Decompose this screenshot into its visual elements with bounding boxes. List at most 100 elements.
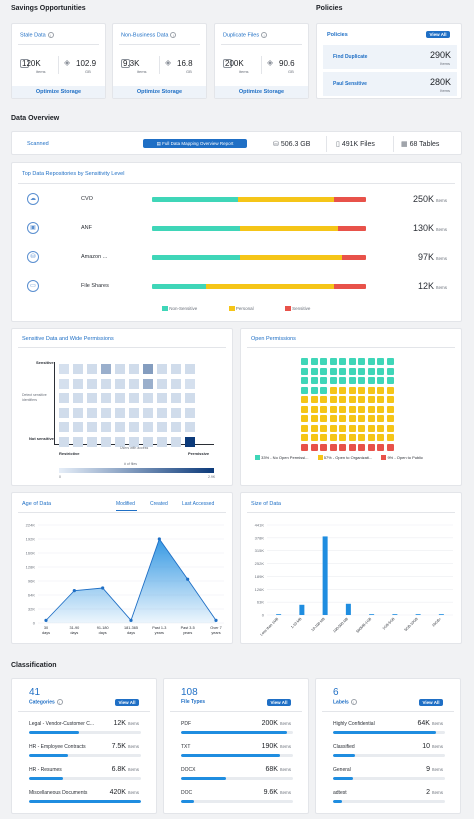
classification-item-label[interactable]: Miscellaneous Documents — [29, 790, 88, 796]
policy-row[interactable]: Paul Sensitive 280K Items — [323, 72, 457, 96]
heatmap-cell[interactable] — [185, 422, 195, 432]
classification-item-label[interactable]: HR - Employee Contracts — [29, 744, 86, 750]
repository-name[interactable]: File Shares — [81, 283, 109, 289]
heatmap-cell[interactable] — [143, 378, 153, 389]
classification-item-label[interactable]: adtest — [333, 790, 347, 796]
heatmap-cell[interactable] — [101, 364, 111, 374]
age-point[interactable] — [101, 586, 105, 590]
heatmap-cell[interactable] — [157, 378, 167, 389]
heatmap-cell[interactable] — [87, 407, 97, 418]
heatmap-cell[interactable] — [143, 407, 153, 418]
classification-item-label[interactable]: PDF — [181, 721, 191, 727]
classification-item-label[interactable]: DOCX — [181, 767, 196, 773]
heatmap-cell[interactable] — [143, 393, 153, 403]
heatmap-cell[interactable] — [87, 393, 97, 403]
heatmap-cell[interactable] — [87, 378, 97, 389]
heatmap-cell[interactable] — [129, 378, 139, 389]
optimize-storage-button[interactable]: Optimize Storage — [12, 86, 105, 98]
heatmap-cell[interactable] — [129, 436, 139, 447]
size-bar[interactable] — [299, 604, 305, 615]
heatmap-cell[interactable] — [129, 422, 139, 432]
age-point[interactable] — [214, 618, 218, 622]
heatmap-cell[interactable] — [157, 364, 167, 374]
policy-row[interactable]: Find Duplicate 290K Items — [323, 45, 457, 69]
classification-item-label[interactable]: Highly Confidential — [333, 721, 375, 727]
tab-last-accessed[interactable]: Last Accessed — [182, 501, 215, 507]
age-point[interactable] — [129, 618, 133, 622]
heatmap-cell[interactable] — [143, 364, 153, 374]
heatmap-cell[interactable] — [59, 364, 69, 374]
classification-item-label[interactable]: TXT — [181, 744, 191, 750]
heatmap-cell[interactable] — [73, 378, 83, 389]
heatmap-cell[interactable] — [143, 436, 153, 447]
repository-name[interactable]: CVO — [81, 196, 93, 202]
age-point[interactable] — [157, 537, 161, 541]
heatmap-cell[interactable] — [185, 436, 195, 447]
heatmap-cell[interactable] — [59, 422, 69, 432]
size-bar[interactable] — [276, 614, 282, 615]
age-point[interactable] — [44, 618, 48, 622]
heatmap-cell[interactable] — [59, 436, 69, 447]
heatmap-cell[interactable] — [73, 407, 83, 418]
heatmap-cell[interactable] — [185, 364, 195, 374]
heatmap-cell[interactable] — [101, 393, 111, 403]
heatmap-cell[interactable] — [171, 393, 181, 403]
heatmap-cell[interactable] — [101, 378, 111, 389]
repository-name[interactable]: ANF — [81, 225, 92, 231]
optimize-storage-button[interactable]: Optimize Storage — [113, 86, 206, 98]
classification-item-label[interactable]: Classified — [333, 744, 355, 750]
heatmap-cell[interactable] — [157, 393, 167, 403]
heatmap-cell[interactable] — [115, 407, 125, 418]
heatmap-cell[interactable] — [171, 436, 181, 447]
heatmap-cell[interactable] — [129, 393, 139, 403]
view-all-button[interactable]: View All — [419, 699, 443, 706]
heatmap-cell[interactable] — [157, 422, 167, 432]
heatmap-cell[interactable] — [73, 364, 83, 374]
size-bar[interactable] — [322, 536, 328, 615]
heatmap-cell[interactable] — [73, 422, 83, 432]
size-bar[interactable] — [438, 614, 444, 615]
info-icon[interactable]: i — [47, 32, 54, 38]
size-bar[interactable] — [345, 603, 351, 615]
view-all-button[interactable]: View All — [115, 699, 139, 706]
heatmap-cell[interactable] — [115, 393, 125, 403]
heatmap-cell[interactable] — [87, 364, 97, 374]
classification-item-label[interactable]: DOC — [181, 790, 193, 796]
info-icon[interactable]: i — [261, 32, 268, 38]
heatmap-cell[interactable] — [185, 393, 195, 403]
heatmap-cell[interactable] — [171, 422, 181, 432]
heatmap-cell[interactable] — [59, 393, 69, 403]
heatmap-cell[interactable] — [171, 378, 181, 389]
heatmap-cell[interactable] — [185, 378, 195, 389]
heatmap-cell[interactable] — [115, 422, 125, 432]
info-icon[interactable]: i — [56, 699, 63, 705]
heatmap-cell[interactable] — [143, 422, 153, 432]
heatmap-cell[interactable] — [171, 364, 181, 374]
heatmap-cell[interactable] — [59, 378, 69, 389]
age-point[interactable] — [186, 577, 190, 581]
policies-view-all-button[interactable]: View All — [426, 31, 450, 38]
heatmap-cell[interactable] — [101, 407, 111, 418]
heatmap-cell[interactable] — [115, 364, 125, 374]
repository-name[interactable]: Amazon ... — [81, 254, 108, 260]
heatmap-cell[interactable] — [87, 436, 97, 447]
full-report-button[interactable]: ▤ Full Data Mapping Overview Report — [143, 139, 247, 148]
classification-item-label[interactable]: HR - Resumes — [29, 767, 62, 773]
info-icon[interactable]: i — [170, 32, 177, 38]
heatmap-cell[interactable] — [115, 378, 125, 389]
tab-modified[interactable]: Modified — [116, 501, 135, 507]
heatmap-cell[interactable] — [157, 407, 167, 418]
heatmap-cell[interactable] — [101, 422, 111, 432]
heatmap-cell[interactable] — [87, 422, 97, 432]
heatmap-cell[interactable] — [129, 407, 139, 418]
size-bar[interactable] — [415, 614, 421, 615]
heatmap-cell[interactable] — [171, 407, 181, 418]
heatmap-cell[interactable] — [129, 364, 139, 374]
classification-item-label[interactable]: Legal - Vendor-Customer C... — [29, 721, 95, 727]
heatmap-cell[interactable] — [115, 436, 125, 447]
view-all-button[interactable]: View All — [267, 699, 291, 706]
size-bar[interactable] — [392, 614, 398, 615]
heatmap-cell[interactable] — [101, 436, 111, 447]
size-bar[interactable] — [369, 614, 375, 615]
info-icon[interactable]: i — [350, 699, 357, 705]
